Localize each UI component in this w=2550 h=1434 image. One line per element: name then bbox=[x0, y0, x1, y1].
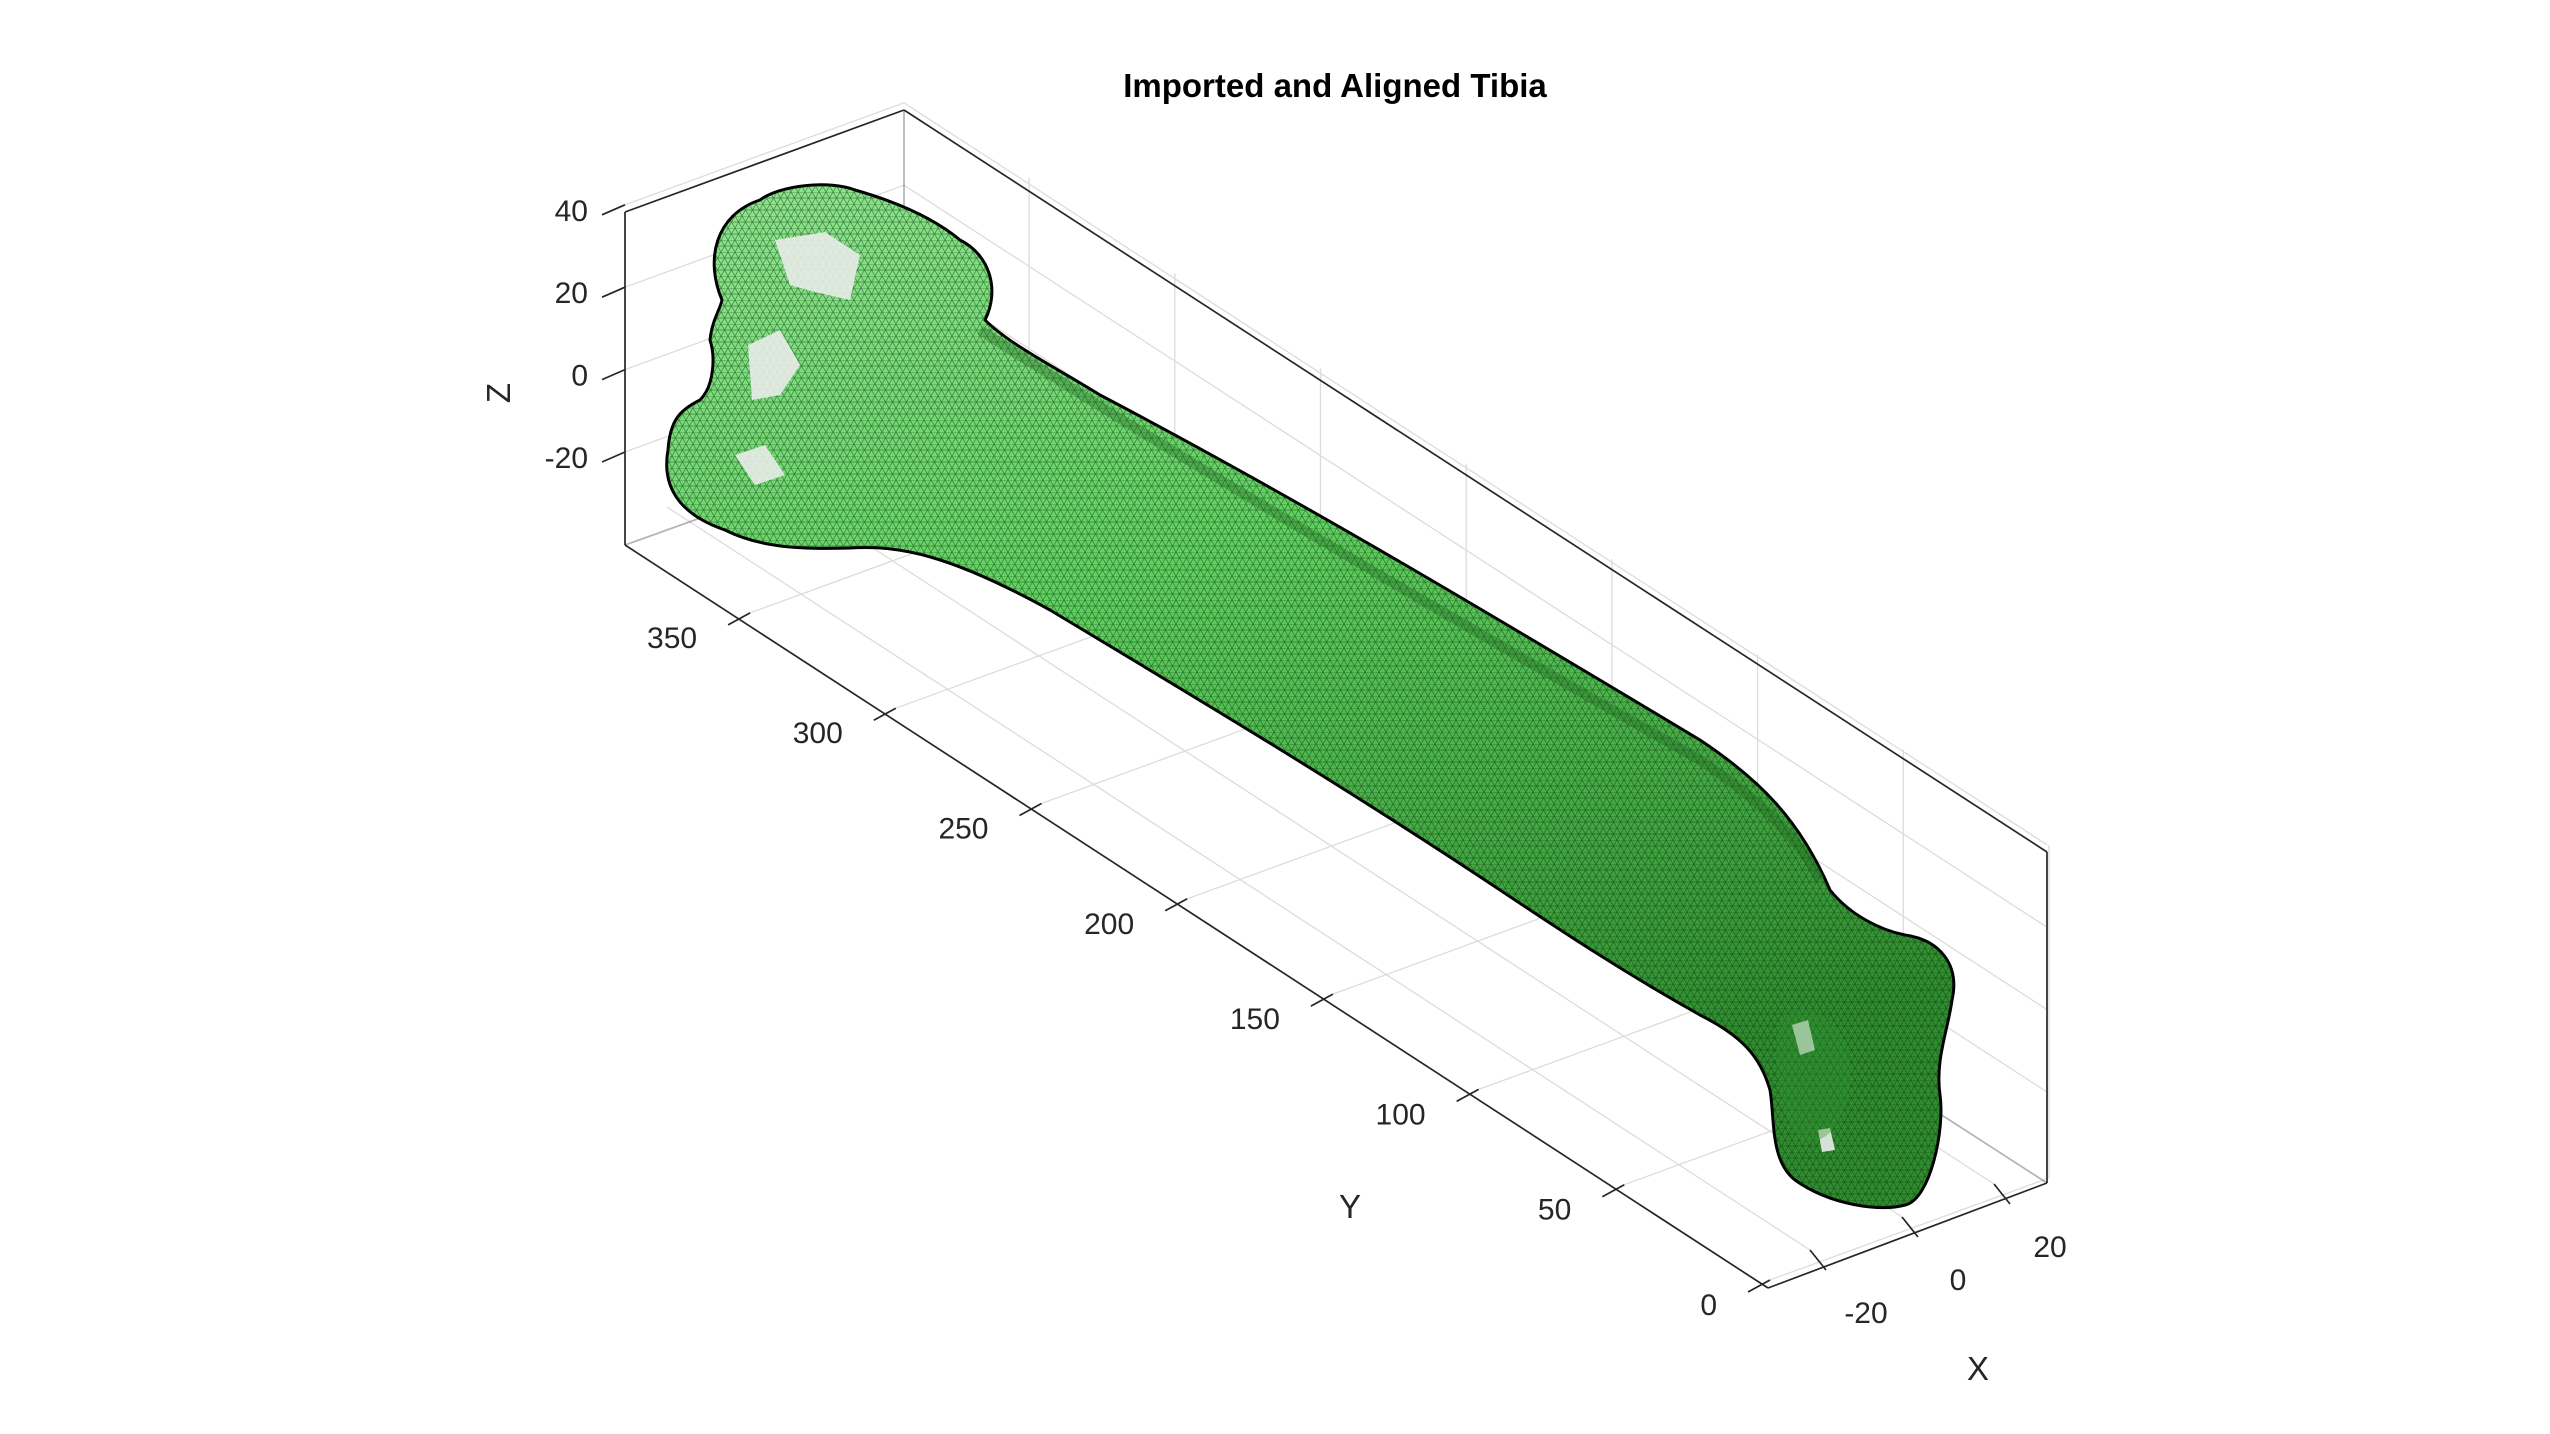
x-tick-label: 0 bbox=[1950, 1264, 1967, 1297]
y-tick-mark bbox=[1601, 1183, 1625, 1198]
y-tick-mark bbox=[727, 612, 751, 626]
x-tick-mark bbox=[1901, 1216, 1919, 1238]
z-tick-label: -20 bbox=[545, 442, 588, 475]
mesh-patch-5 bbox=[1818, 1128, 1835, 1152]
y-tick-label: 0 bbox=[1700, 1289, 1717, 1322]
y-tick-label: 100 bbox=[1376, 1098, 1426, 1131]
mesh-patch-3 bbox=[735, 445, 785, 485]
z-tick-label: 40 bbox=[555, 195, 588, 228]
x-tick-label: 20 bbox=[2033, 1231, 2066, 1264]
y-tick-mark bbox=[1019, 802, 1042, 817]
y-tick-label: 350 bbox=[647, 622, 697, 655]
y-tick-mark bbox=[1164, 898, 1188, 912]
y-tick-label: 250 bbox=[938, 813, 988, 846]
axis-ticks: 0 50 100 150 200 250 300 350 -20 0 20 40 -20 0 20 bbox=[545, 195, 2067, 1330]
mesh-patch-1 bbox=[775, 232, 860, 300]
tibia-shaft-shadow bbox=[977, 325, 1825, 883]
mesh-patch-2 bbox=[748, 330, 800, 400]
x-tick-mark bbox=[1809, 1249, 1827, 1271]
z-tick-mark bbox=[601, 204, 626, 216]
y-axis-label: Y bbox=[1339, 1188, 1361, 1225]
z-tick-mark bbox=[601, 368, 626, 381]
y-tick-label: 200 bbox=[1084, 908, 1134, 941]
tibia-mesh-surface bbox=[665, 183, 1956, 1210]
x-tick-mark bbox=[1993, 1183, 2011, 1205]
y-tick-mark bbox=[1747, 1279, 1771, 1293]
x-tick-label: -20 bbox=[1844, 1297, 1887, 1330]
z-tick-mark bbox=[601, 451, 626, 463]
chart-title: Imported and Aligned Tibia bbox=[1123, 67, 1547, 104]
y-tick-label: 50 bbox=[1538, 1194, 1571, 1227]
y-tick-mark bbox=[873, 707, 897, 721]
tibia-mesh-overlay bbox=[666, 184, 1954, 1208]
x-axis-label: X bbox=[1967, 1350, 1989, 1387]
z-axis-label: Z bbox=[480, 383, 517, 403]
tibia-distal-condyle bbox=[1776, 1010, 1851, 1142]
y-tick-label: 150 bbox=[1230, 1003, 1280, 1036]
y-tick-label: 300 bbox=[793, 717, 843, 750]
y-tick-mark bbox=[1456, 1088, 1480, 1103]
z-tick-label: 0 bbox=[571, 360, 588, 393]
z-tick-label: 20 bbox=[555, 277, 588, 310]
y-tick-mark bbox=[1310, 993, 1334, 1007]
z-tick-mark bbox=[601, 286, 626, 298]
mesh-patch-4 bbox=[1792, 1020, 1815, 1055]
